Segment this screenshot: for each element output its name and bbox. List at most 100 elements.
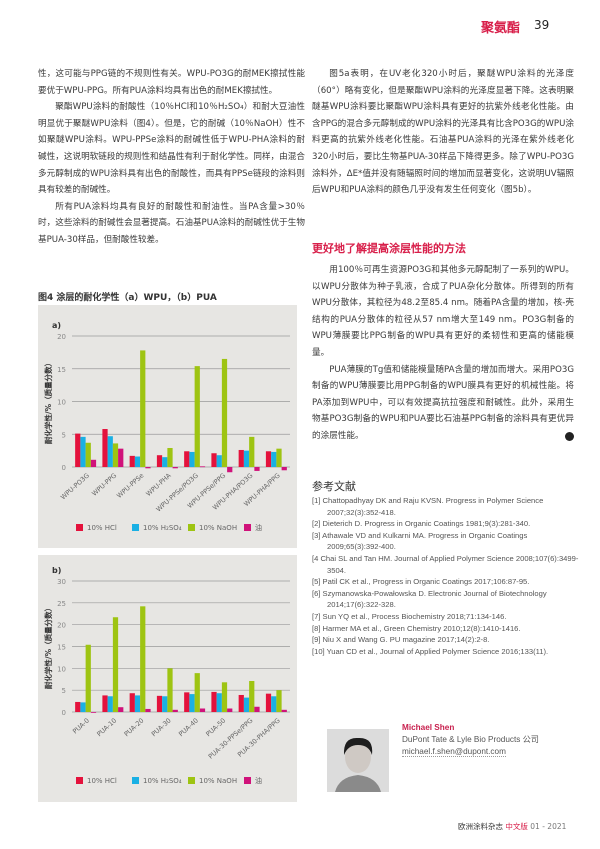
legend-swatch xyxy=(188,524,195,531)
bar-10% H₂SO₄ xyxy=(80,702,86,712)
y-tick-label: 5 xyxy=(62,687,66,695)
bar-10% HCl xyxy=(156,695,163,712)
bar-10% NaOH xyxy=(221,358,228,467)
bar-10% NaOH xyxy=(85,442,91,467)
bar-10% NaOH xyxy=(249,680,255,712)
bar-10% NaOH xyxy=(140,606,146,712)
bar-油 xyxy=(227,708,233,712)
y-tick-label: 20 xyxy=(57,333,66,341)
paragraph: PUA薄膜的Tg值和储能模量随PA含量的增加而增大。采用PO3G制备的WPU薄膜… xyxy=(312,362,585,445)
reference-item: [10] Yuan CD et al., Journal of Applied … xyxy=(312,646,549,656)
header-section-title: 聚氨酯 xyxy=(481,21,521,36)
author-org: DuPont Tate & Lyle Bio Products 公司 xyxy=(402,735,539,744)
y-axis-label: 耐化学性/%（质量分数） xyxy=(43,359,53,444)
reference-item: [8] Harmer MA et al., Green Chemistry 20… xyxy=(312,623,521,633)
y-tick-label: 25 xyxy=(57,600,66,608)
bar-10% H₂SO₄ xyxy=(162,696,168,712)
reference-item: [2] Dieterich D. Progress in Organic Coa… xyxy=(312,519,531,529)
x-tick-label: PUA-50 xyxy=(204,717,227,739)
legend-swatch xyxy=(244,777,251,784)
legend-swatch xyxy=(76,777,83,784)
bar-10% NaOH xyxy=(167,668,173,712)
paragraph: 用100％可再生资源PO3G和其他多元醇配制了一系列的WPU。以WPU分散体为种… xyxy=(312,265,574,358)
bar-油 xyxy=(90,712,97,713)
y-tick-label: 20 xyxy=(57,622,66,630)
bar-10% HCl xyxy=(156,455,163,467)
y-axis-label: 耐化学性/%（质量分数） xyxy=(43,604,53,689)
bar-10% NaOH xyxy=(85,644,91,712)
bar-10% NaOH xyxy=(140,350,146,467)
legend-swatch xyxy=(188,777,195,784)
bar-10% H₂SO₄ xyxy=(80,436,86,467)
bar-10% HCl xyxy=(102,429,108,467)
y-tick-label: 0 xyxy=(62,464,66,472)
bar-10% HCl xyxy=(129,693,135,712)
bar-10% NaOH xyxy=(276,690,282,712)
bar-10% H₂SO₄ xyxy=(162,457,168,467)
bar-10% NaOH xyxy=(276,448,282,467)
paragraph: 性，这可能与PPG链的不规则性有关。WPU-PO3G的耐MEK擦拭性能要优于WP… xyxy=(38,69,305,96)
legend-swatch xyxy=(132,777,139,784)
bar-10% HCl xyxy=(211,453,217,467)
reference-item: [3] Athawale VD and Kulkarni MA. Progres… xyxy=(312,530,528,552)
bar-10% H₂SO₄ xyxy=(134,456,141,467)
bar-油 xyxy=(254,706,260,712)
legend-label: 10% NaOH xyxy=(199,777,237,785)
legend-swatch xyxy=(132,524,139,531)
bar-10% H₂SO₄ xyxy=(271,451,277,467)
x-tick-label: PUA-30 xyxy=(150,717,173,739)
paragraph: 所有PUA涂料均具有良好的耐酸性和耐油性。当PA含量>30％时，这些涂料的耐碱性… xyxy=(38,201,305,245)
author-name: Michael Shen xyxy=(402,723,455,732)
chart-panel-b: b) 0 5 10 15 20 25 30 耐化学性/%（质量分数） PUA-0 PUA-10 PUA… xyxy=(38,555,297,802)
paragraph: 图5a表明，在UV老化320小时后，聚醚WPU涂料的光泽度（60°）略有变化，但… xyxy=(312,69,574,196)
y-tick-label: 30 xyxy=(57,578,66,586)
right-column: 图5a表明，在UV老化320小时后，聚醚WPU涂料的光泽度（60°）略有变化，但… xyxy=(312,66,574,199)
bar-油 xyxy=(281,467,287,471)
bar-10% NaOH xyxy=(194,366,200,467)
chevron-left-circle-icon: ‹ xyxy=(565,431,585,441)
bar-10% H₂SO₄ xyxy=(134,695,141,712)
page-number: 39 xyxy=(534,18,550,32)
bar-10% NaOH xyxy=(194,673,200,712)
x-tick-label: WPU-PPSe xyxy=(115,472,145,500)
bar-10% H₂SO₄ xyxy=(189,451,195,467)
bar-油 xyxy=(90,459,97,467)
legend-label: 10% NaOH xyxy=(199,524,237,532)
bar-10% NaOH xyxy=(167,448,173,467)
bar-10% H₂SO₄ xyxy=(107,436,113,467)
right-column-2: 用100％可再生资源PO3G和其他多元醇配制了一系列的WPU。以WPU分散体为种… xyxy=(312,262,585,445)
section-heading: 更好地了解提高涂层性能的方法 xyxy=(312,242,466,255)
chart-panel-a: a) 0 5 10 15 20 耐化学性/%（质量分数） WPU-PO3G WPU-PPG WPU… xyxy=(38,305,297,548)
y-tick-label: 5 xyxy=(62,431,66,439)
bar-油 xyxy=(199,708,206,712)
y-tick-label: 10 xyxy=(57,399,66,407)
bar-油 xyxy=(145,708,151,712)
bar-10% HCl xyxy=(265,451,272,467)
bar-10% HCl xyxy=(75,701,81,712)
x-tick-label: WPU-PO3G xyxy=(59,472,91,502)
reference-item: [4 Chai SL and Tan HM. Journal of Applie… xyxy=(312,553,579,575)
references-list: [1] Chattopadhyay DK and Raju KVSN. Prog… xyxy=(312,495,582,657)
y-tick-label: 0 xyxy=(62,709,66,717)
author-email-link[interactable]: michael.f.shen@dupont.com xyxy=(402,747,506,757)
author-portrait-icon xyxy=(327,729,389,792)
bar-10% HCl xyxy=(102,695,108,712)
legend-label: 10% HCl xyxy=(87,777,117,785)
bar-10% H₂SO₄ xyxy=(216,455,222,467)
bar-10% H₂SO₄ xyxy=(216,693,222,712)
bar-油 xyxy=(172,467,178,469)
bar-10% NaOH xyxy=(112,443,119,467)
bar-10% HCl xyxy=(211,691,217,712)
bar-油 xyxy=(118,707,124,712)
footer-edition: 中文版 xyxy=(505,822,528,831)
bar-10% NaOH xyxy=(112,617,119,712)
author-info: Michael Shen DuPont Tate & Lyle Bio Prod… xyxy=(402,722,539,758)
x-tick-label: PUA-0 xyxy=(71,717,91,736)
bar-10% HCl xyxy=(265,693,272,712)
footer-magazine: 欧洲涂料杂志 xyxy=(458,822,503,831)
reference-item: [1] Chattopadhyay DK and Raju KVSN. Prog… xyxy=(312,496,544,517)
bar-油 xyxy=(254,467,260,471)
legend-label: 10% H₂SO₄ xyxy=(143,524,182,532)
bar-10% HCl xyxy=(238,694,244,712)
legend-swatch xyxy=(76,524,83,531)
